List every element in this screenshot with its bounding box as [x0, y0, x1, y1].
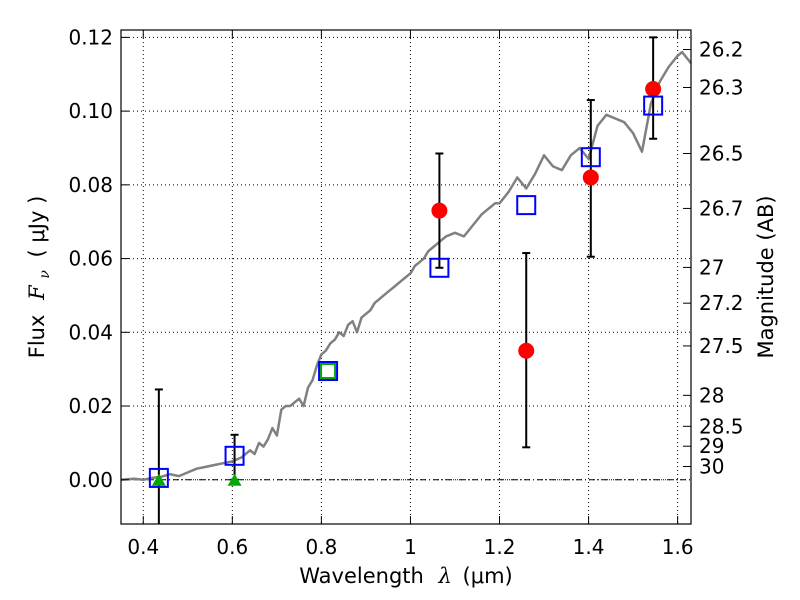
grid — [121, 30, 691, 524]
y-tick-label: 0.12 — [68, 25, 113, 49]
x-tick-label: 1.6 — [662, 535, 694, 559]
x-tick-label: 0.6 — [216, 535, 248, 559]
y-axis-subscript: ν — [37, 270, 53, 279]
model-band-square — [429, 257, 450, 278]
model-band-square — [580, 147, 601, 168]
model-band-square — [643, 95, 664, 116]
markers-layer — [148, 80, 664, 488]
y2-tick-label: 29 — [699, 434, 724, 458]
observed-point — [582, 169, 599, 186]
green-square-marker — [320, 363, 337, 380]
y2-tick-label: 26.7 — [699, 196, 744, 220]
y2-axis-title: Magnitude (AB) — [754, 195, 778, 358]
y-axis-title-text: Flux — [25, 315, 49, 359]
limit-triangle — [151, 473, 166, 486]
y-axis-unit: ( μJy ) — [25, 196, 49, 258]
x-axis-title-text: Wavelength — [299, 564, 424, 588]
y-tick-label: 0.06 — [68, 247, 113, 271]
y-tick-label: 0.02 — [68, 394, 113, 418]
y2-tick-label: 27.5 — [699, 334, 744, 358]
model-sed-line — [120, 50, 692, 482]
x-tick-label: 1.4 — [573, 535, 605, 559]
model-sed-layer — [120, 50, 692, 482]
y-tick-label: 0.04 — [68, 320, 113, 344]
y2-tick-label: 27.2 — [699, 291, 744, 315]
model-band-square — [516, 195, 537, 216]
limit-triangle — [227, 473, 242, 486]
x-tick-label: 1.2 — [484, 535, 516, 559]
x-axis-title: Wavelength λ (μm) — [299, 564, 512, 588]
observed-point — [518, 342, 535, 359]
plot-frame — [120, 29, 692, 525]
observed-point — [645, 80, 662, 97]
y2-tick-label: 28.5 — [699, 414, 744, 438]
ticks-layer: 0.4 0.6 0.8 1 1.2 1.4 1.6 0.00 0.02 0.04 0.06 0.08 0… — [68, 25, 743, 559]
y-axis-symbol: F — [25, 284, 49, 301]
x-axis-unit: (μm) — [463, 564, 513, 588]
y2-tick-label: 28 — [699, 383, 724, 407]
x-tick-label: 0.4 — [127, 535, 159, 559]
y2-tick-label: 26.5 — [699, 142, 744, 166]
model-band-square — [148, 467, 169, 488]
y2-tick-label: 30 — [699, 454, 724, 478]
model-band-square — [224, 445, 245, 466]
model-band-square — [318, 361, 339, 382]
y2-tick-label: 27 — [699, 255, 724, 279]
x-tick-label: 1 — [404, 535, 417, 559]
y2-tick-label: 26.3 — [699, 76, 744, 100]
y2-tick-label: 26.2 — [699, 38, 744, 62]
observed-point — [431, 202, 448, 219]
x-axis-symbol: λ — [438, 564, 452, 588]
x-tick-label: 0.8 — [305, 535, 337, 559]
y-tick-label: 0.10 — [68, 99, 113, 123]
y-tick-label: 0.08 — [68, 173, 113, 197]
y-axis-title: Flux F ν ( μJy ) — [25, 196, 54, 359]
y-tick-label: 0.00 — [68, 468, 113, 492]
